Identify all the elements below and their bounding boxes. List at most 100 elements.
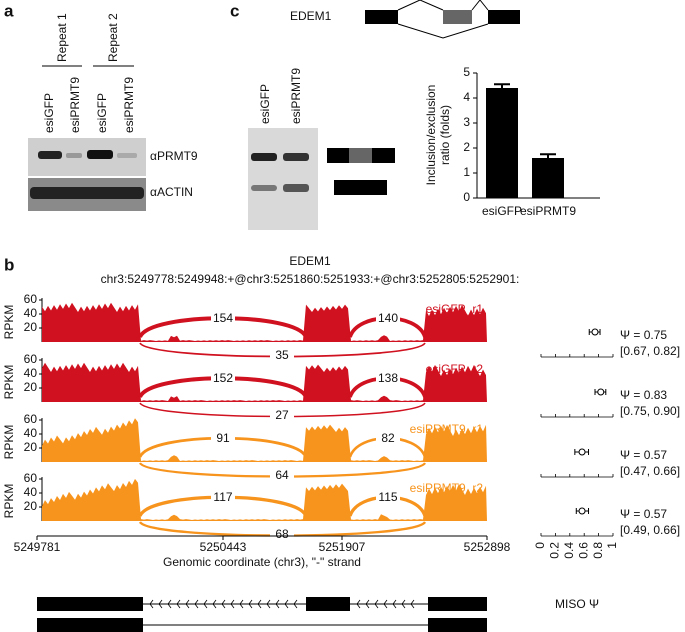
junction-label: 140 xyxy=(378,311,398,325)
junction-label: 82 xyxy=(381,431,395,445)
exon xyxy=(428,618,487,632)
point xyxy=(597,388,605,396)
blot-label: αACTIN xyxy=(150,185,193,199)
point xyxy=(578,448,586,456)
gene-name: EDEM1 xyxy=(290,9,332,23)
band xyxy=(87,150,113,159)
blot-label: αPRMT9 xyxy=(150,149,198,163)
junction-label: 27 xyxy=(275,408,289,422)
lane-label: esiGFP xyxy=(95,93,109,133)
exon xyxy=(443,10,472,24)
y-tick-label: 5 xyxy=(463,65,470,79)
lane-label: esiGFP xyxy=(42,93,56,133)
y-tick-label: 3 xyxy=(463,115,470,129)
x-axis-label: Genomic coordinate (chr3), "-" strand xyxy=(163,555,361,569)
x-tick-label: 5249781 xyxy=(14,540,61,554)
chart-title: EDEM1 xyxy=(289,254,331,268)
lane-label: esiPRMT9 xyxy=(122,77,136,133)
error-bar xyxy=(494,83,510,88)
group-label: Repeat 2 xyxy=(106,13,120,62)
track-name: esiPRMT9_r2 xyxy=(410,481,484,495)
lane-label: esiGFP xyxy=(258,84,272,124)
track-name: esiPRMT9_r1 xyxy=(410,422,484,436)
strand-arrows xyxy=(149,599,415,609)
y-axis-label: RPKM xyxy=(2,305,16,340)
label-bg xyxy=(270,350,294,362)
exon xyxy=(37,597,143,611)
junction-label: 64 xyxy=(275,468,289,482)
y-tick-label: 20 xyxy=(24,320,38,334)
y-axis-label: Inclusion/exclusion xyxy=(424,85,438,186)
label-bg xyxy=(376,373,400,385)
junction-label: 154 xyxy=(213,311,233,325)
band xyxy=(251,153,277,161)
y-axis-label: ratio (folds) xyxy=(438,105,452,165)
label-bg xyxy=(211,313,235,325)
x-tick-label: 5250443 xyxy=(200,540,247,554)
y-tick-label: 40 xyxy=(24,426,38,440)
y-tick-label: 20 xyxy=(24,499,38,513)
ci-label: [0.49, 0.66] xyxy=(620,523,680,537)
panel-label: a xyxy=(4,1,14,20)
gel xyxy=(248,128,318,230)
junction-label: 68 xyxy=(275,527,289,541)
x-axis-label: MISO Ψ xyxy=(555,597,599,611)
psi-label: Ψ = 0.57 xyxy=(620,507,667,521)
bar xyxy=(532,158,564,198)
label-bg xyxy=(270,410,294,422)
exon xyxy=(365,10,398,24)
y-tick-label: 40 xyxy=(24,366,38,380)
y-axis-label: RPKM xyxy=(2,365,16,400)
y-tick-label: 0 xyxy=(463,190,470,204)
y-tick-label: 1 xyxy=(463,165,470,179)
chart-subtitle: chr3:5249778:5249948:+@chr3:5251860:5251… xyxy=(101,272,520,286)
band xyxy=(283,153,309,161)
ci-label: [0.67, 0.82] xyxy=(620,344,680,358)
y-tick-label: 60 xyxy=(24,471,38,485)
label-bg xyxy=(376,313,400,325)
label-bg xyxy=(376,492,400,504)
band xyxy=(283,184,309,192)
exon xyxy=(428,597,487,611)
x-tick-label: 5252898 xyxy=(464,540,511,554)
junction-label: 91 xyxy=(216,431,230,445)
y-tick-label: 60 xyxy=(24,412,38,426)
x-tick-label: 0 xyxy=(533,542,547,549)
label-bg xyxy=(211,373,235,385)
coverage xyxy=(42,418,487,462)
junction-label: 152 xyxy=(213,371,233,385)
label-bg xyxy=(211,492,235,504)
junction-label: 117 xyxy=(213,490,232,504)
label-bg xyxy=(376,433,400,445)
exon xyxy=(349,148,372,163)
x-tick-label: esiPRMT9 xyxy=(520,204,576,218)
x-tick-label: 0.6 xyxy=(576,542,590,559)
splice-lines xyxy=(397,0,489,39)
psi-label: Ψ = 0.57 xyxy=(620,448,667,462)
label-bg xyxy=(211,433,235,445)
lane-label: esiPRMT9 xyxy=(289,68,303,124)
y-axis-label: RPKM xyxy=(2,425,16,460)
exon xyxy=(37,618,143,632)
x-tick-label: 5251907 xyxy=(319,540,366,554)
x-tick-label: 1 xyxy=(605,542,619,549)
y-tick-label: 4 xyxy=(463,90,470,104)
band xyxy=(30,187,144,199)
ci-label: [0.47, 0.66] xyxy=(620,464,680,478)
coverage xyxy=(42,362,487,402)
track-name: esiGFP_r1 xyxy=(426,302,484,316)
band xyxy=(38,151,62,159)
exon xyxy=(306,597,350,611)
error-bar xyxy=(540,153,556,158)
x-tick-label: 0.2 xyxy=(548,542,562,559)
label-bg xyxy=(270,470,294,482)
coverage xyxy=(42,478,487,521)
y-tick-label: 20 xyxy=(24,380,38,394)
y-tick-label: 2 xyxy=(463,140,470,154)
y-tick-label: 20 xyxy=(24,440,38,454)
y-tick-label: 60 xyxy=(24,352,38,366)
panel-label: c xyxy=(230,1,239,20)
junction-label: 138 xyxy=(378,371,398,385)
band xyxy=(66,153,82,158)
